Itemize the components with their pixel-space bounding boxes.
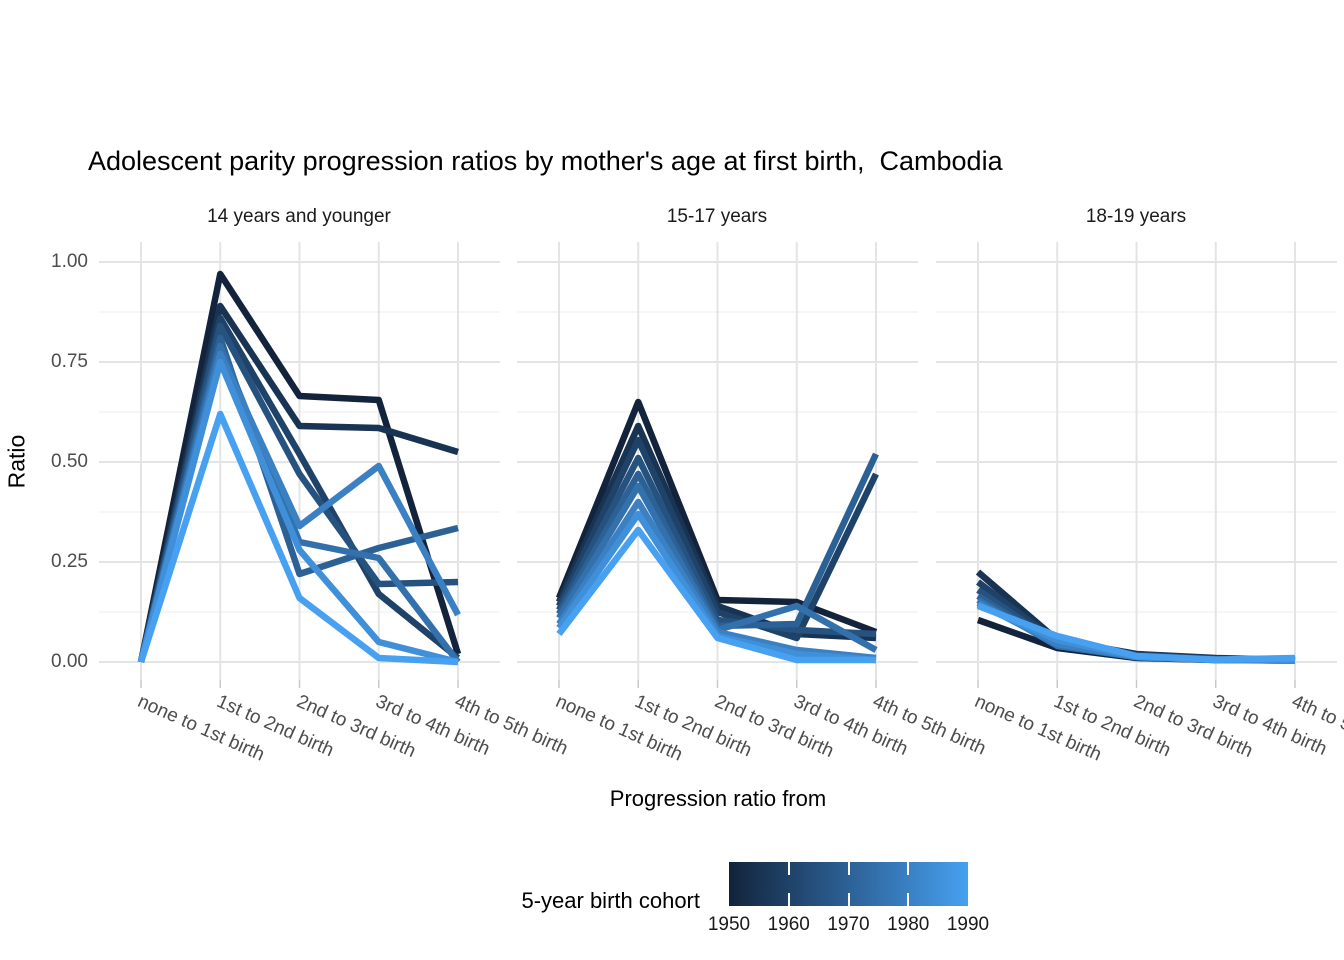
facet-strip-label: 18-19 years <box>1085 206 1187 227</box>
facet-strip-label: 14 years and younger <box>207 206 391 227</box>
legend-tick-label: 1980 <box>887 914 930 935</box>
cohort-line-1960 <box>556 436 879 642</box>
chart-title: Adolescent parity progression ratios by … <box>88 146 1003 176</box>
cohort-line-1985 <box>137 358 459 666</box>
legend-colorbar-tick <box>907 893 910 906</box>
legend-colorbar-tick <box>787 893 790 906</box>
cohort-line-1950 <box>137 270 462 663</box>
x-axis-title: Progression ratio from <box>609 786 827 811</box>
legend-colorbar-tick <box>847 893 850 906</box>
y-tick-label: 0.25 <box>51 551 88 572</box>
cohort-line-1990 <box>976 602 1296 663</box>
y-tick-label: 0.75 <box>51 351 88 372</box>
facet-strip-label: 15-17 years <box>666 206 768 227</box>
y-tick-label: 1.00 <box>51 251 88 272</box>
legend-tick-label: 1970 <box>827 914 870 935</box>
legend-tick-label: 1960 <box>767 914 810 935</box>
legend-colorbar-tick <box>847 862 850 875</box>
legend-title: 5-year birth cohort <box>521 888 700 913</box>
y-tick-label: 0.00 <box>51 651 88 672</box>
legend-tick-label: 1990 <box>946 914 990 935</box>
legend-colorbar-tick <box>907 862 910 875</box>
cohort-line-1990 <box>556 526 876 664</box>
cohort-line-1990 <box>137 410 459 666</box>
legend-tick-label: 1950 <box>707 914 751 935</box>
legend-colorbar-tick <box>787 862 790 875</box>
y-tick-label: 0.50 <box>51 451 88 472</box>
legend-colorbar <box>729 862 968 906</box>
